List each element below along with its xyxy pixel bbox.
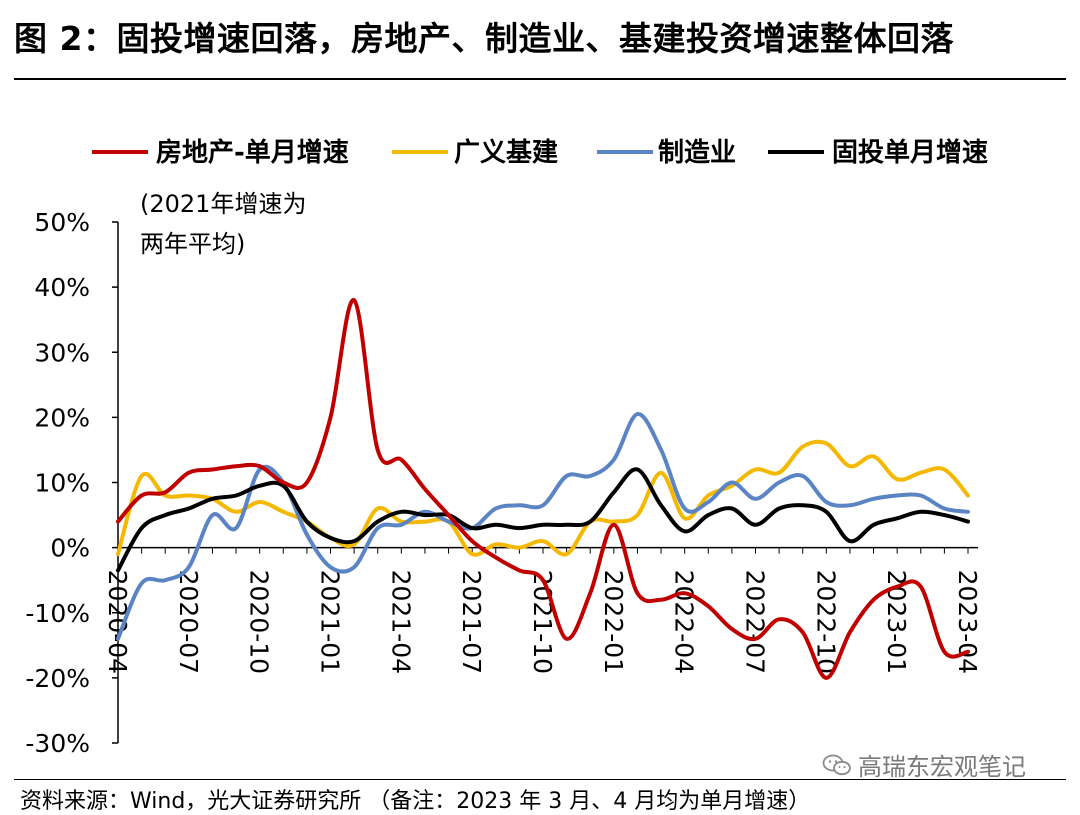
- x-tick-label: 2020-10: [245, 570, 274, 674]
- y-tick-label: 50%: [34, 208, 90, 237]
- y-tick-label: 20%: [34, 403, 90, 432]
- title-divider: [14, 78, 1066, 80]
- series-line-4: [116, 467, 970, 573]
- y-tick-label: 0%: [50, 534, 90, 563]
- watermark: 高瑞东宏观笔记: [822, 747, 1026, 782]
- y-tick-label: -10%: [25, 599, 90, 628]
- x-tick-label: 2021-01: [316, 570, 345, 674]
- legend-label: 广义基建: [454, 138, 558, 168]
- x-tick-label: 2021-10: [528, 570, 557, 674]
- y-tick-label: 30%: [34, 338, 90, 367]
- chart-annotation-line-1: (2021年增速为: [140, 190, 306, 218]
- wechat-icon: [822, 754, 851, 775]
- x-tick-label: 2022-07: [741, 570, 770, 674]
- series-line-1: [116, 298, 970, 680]
- y-tick-label: 40%: [34, 273, 90, 302]
- x-tick-label: 2021-07: [457, 570, 486, 674]
- x-tick-label: 2020-07: [174, 570, 203, 674]
- chart-legend: 房地产-单月增速 广义基建 制造业 固投单月增速: [92, 137, 988, 168]
- series-line-2: [116, 439, 970, 557]
- x-axis: 2020-04 2020-07 2020-10 2021-01 2021-04 2021-…: [103, 546, 982, 674]
- y-tick-label: 10%: [34, 469, 90, 498]
- footer-divider: [14, 779, 1066, 780]
- figure-title: 图 2：固投增速回落，房地产、制造业、基建投资增速整体回落: [14, 19, 954, 58]
- source-note: 资料来源：Wind，光大证券研究所 （备注：2023 年 3 月、4 月均为单月…: [20, 789, 811, 814]
- watermark-text: 高瑞东宏观笔记: [858, 753, 1026, 781]
- x-tick-label: 2022-04: [670, 570, 699, 674]
- x-tick-label: 2021-04: [386, 570, 415, 674]
- series-layer: [116, 298, 970, 680]
- x-tick-label: 2020-04: [103, 570, 132, 674]
- legend-label: 房地产-单月增速: [156, 137, 349, 168]
- x-tick-label: 2022-10: [811, 570, 840, 674]
- x-tick-label: 2022-01: [599, 570, 628, 674]
- legend-label: 制造业: [658, 138, 736, 168]
- series-line-3: [116, 412, 970, 641]
- x-tick-label: 2023-04: [953, 570, 982, 674]
- y-axis: -30% -20% -10% 0% 10% 20% 30% 40% 50%: [25, 208, 119, 758]
- legend-label: 固投单月增速: [832, 137, 988, 168]
- chart-annotation-line-2: 两年平均): [140, 230, 245, 258]
- y-tick-label: -30%: [25, 729, 90, 758]
- y-tick-label: -20%: [25, 664, 90, 693]
